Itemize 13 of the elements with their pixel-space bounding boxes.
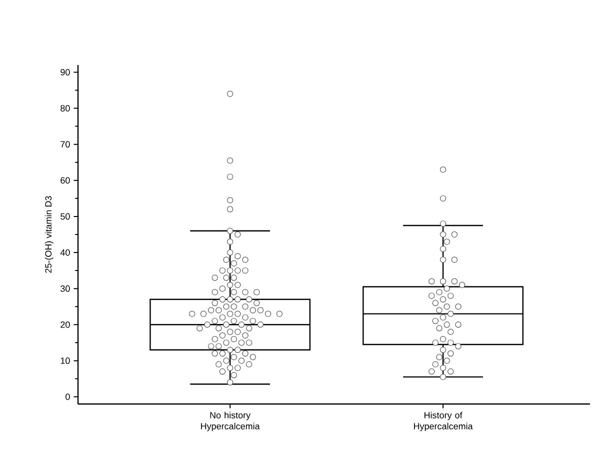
y-tick-label: 90 [60,69,70,76]
y-tick-label: 20 [60,321,70,328]
y-tick-label: 60 [60,177,70,184]
y-tick-label: 10 [60,358,70,364]
y-tick-label: 50 [60,213,70,220]
y-tick-label: 40 [60,249,70,256]
y-axis-title: 25-(OH) vitamin D3 [44,196,54,273]
y-tick-label: 70 [60,141,70,148]
y-tick-label: 80 [60,105,70,112]
x-tick-label: No history Hypercalcemia [201,412,260,432]
y-tick-label: 30 [60,285,70,292]
x-tick-label: History of Hypercalcemia [414,412,473,432]
y-tick-label: 0 [66,394,70,400]
